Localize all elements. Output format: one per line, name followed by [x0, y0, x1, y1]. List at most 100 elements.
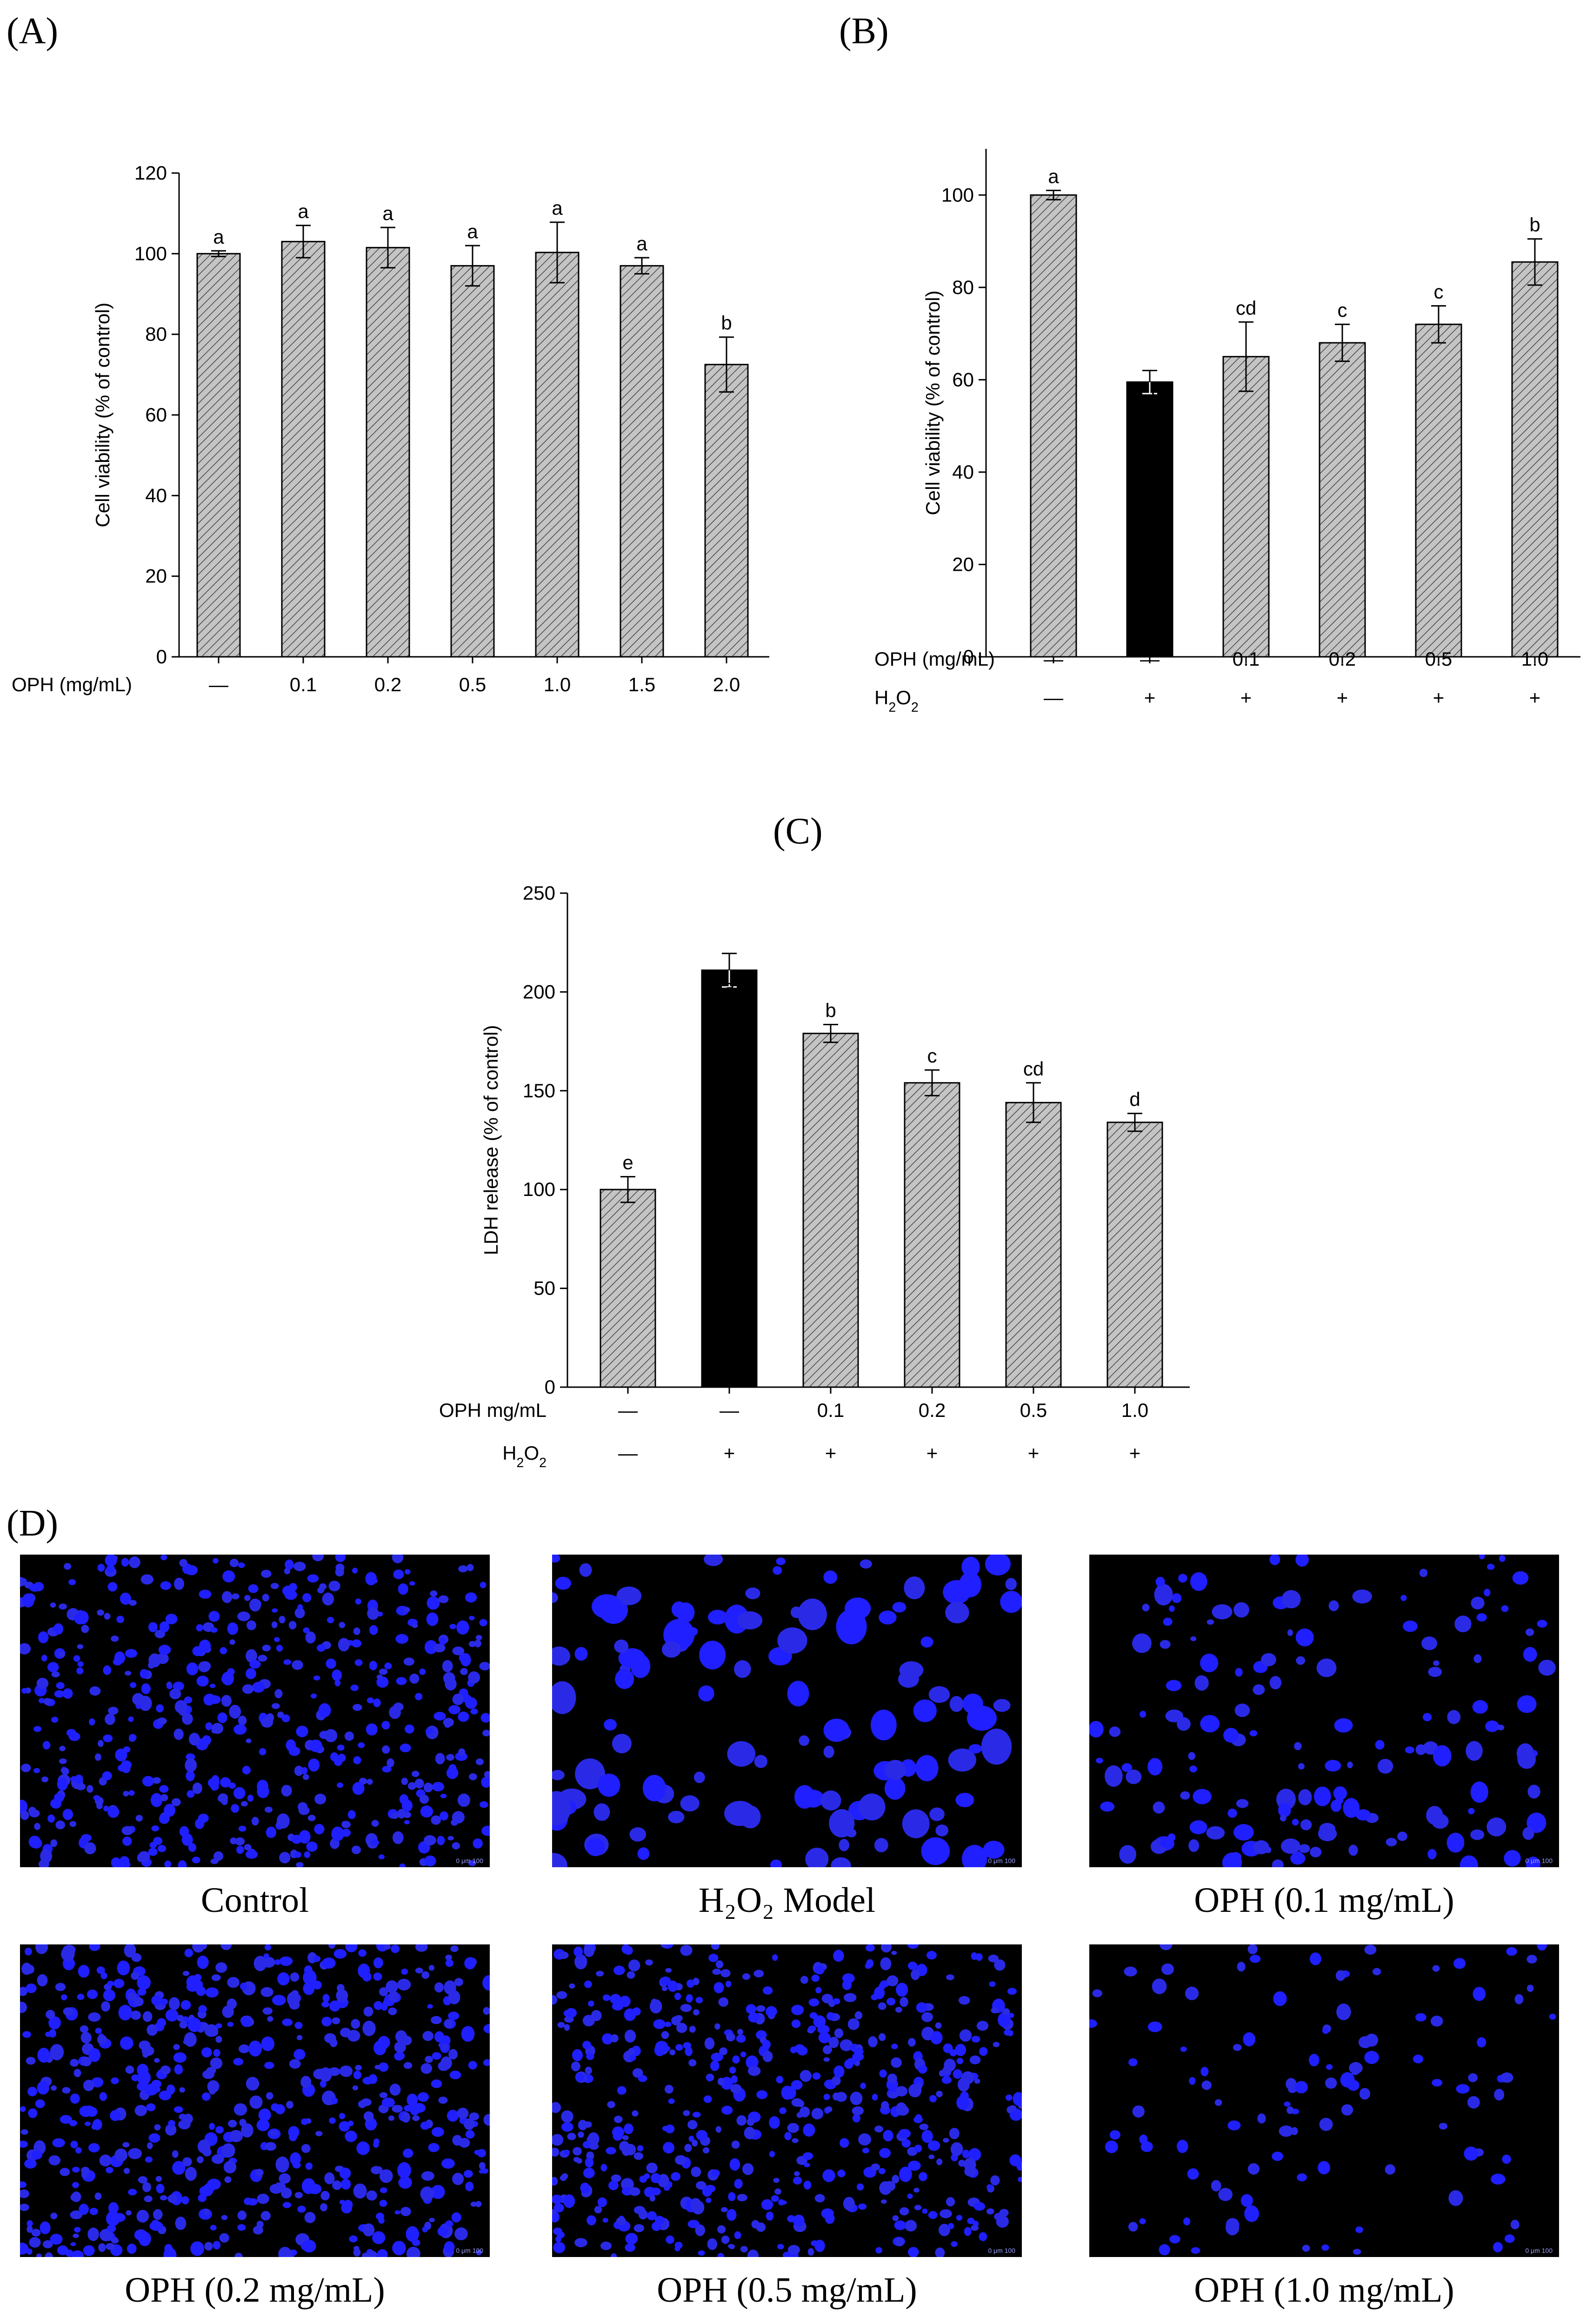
cell-nucleus [639, 2175, 647, 2183]
cell-nucleus [51, 1671, 60, 1677]
cell-nucleus [70, 2140, 78, 2149]
caption-control: Control [200, 1881, 309, 1920]
cell-nucleus [669, 2049, 676, 2056]
cell-nucleus [919, 2172, 927, 2181]
cell-nucleus [552, 2178, 556, 2185]
cell-nucleus [1200, 1715, 1220, 1733]
cell-nucleus [470, 1708, 478, 1715]
cell-nucleus [20, 2243, 29, 2255]
cell-nucleus [384, 1944, 391, 1950]
cell-nucleus [454, 1978, 463, 1986]
cell-nucleus [137, 1853, 145, 1862]
cell-nucleus [207, 2178, 221, 2190]
cell-nucleus [564, 2150, 570, 2156]
cell-nucleus [958, 1996, 970, 2005]
cell-nucleus [979, 2047, 988, 2056]
cell-nucleus [633, 2152, 644, 2160]
cell-nucleus [332, 2180, 342, 2190]
cell-nucleus [776, 2076, 784, 2084]
cell-nucleus [362, 2021, 376, 2037]
cell-nucleus [454, 2227, 468, 2241]
cell-nucleus [260, 2210, 271, 2221]
cell-nucleus [293, 2049, 306, 2060]
cell-nucleus [424, 1640, 438, 1654]
cell-nucleus [300, 2243, 309, 2251]
cell-nucleus [333, 1949, 347, 1959]
cell-nucleus [73, 2069, 81, 2077]
cell-nucleus [799, 2106, 810, 2117]
cell-nucleus [313, 1675, 320, 1681]
cell-nucleus [213, 1558, 219, 1564]
cell-nucleus [563, 2194, 575, 2208]
cell-nucleus [1334, 1718, 1353, 1733]
category-label: 1.0 [1121, 1399, 1148, 1421]
cell-nucleus [1479, 1555, 1485, 1560]
cell-nucleus [413, 2103, 426, 2113]
cell-nucleus [823, 2057, 830, 2062]
cell-nucleus [69, 2120, 77, 2126]
cell-nucleus [857, 2183, 864, 2190]
cell-nucleus [745, 1587, 760, 1599]
cell-nucleus [629, 1827, 647, 1842]
cell-nucleus [72, 2182, 79, 2189]
cell-nucleus [167, 2196, 173, 2201]
cell-nucleus [313, 1980, 322, 1990]
cell-nucleus [627, 1971, 635, 1979]
cell-nucleus [449, 1623, 456, 1629]
cell-nucleus [668, 2098, 675, 2104]
cell-nucleus [141, 1683, 151, 1694]
cell-nucleus [705, 2184, 716, 2193]
cell-nucleus [379, 2200, 387, 2207]
cell-nucleus [633, 2224, 645, 2232]
category-label: 2.0 [713, 674, 740, 695]
cell-nucleus [70, 2193, 78, 2201]
cell-nucleus [294, 1765, 304, 1776]
y-tick-label: 80 [952, 276, 974, 298]
cell-nucleus [89, 1944, 100, 1951]
cell-nucleus [706, 2197, 712, 2203]
caption-oph-0-1: OPH (0.1 mg/mL) [1194, 1881, 1454, 1920]
cell-nucleus [128, 1790, 135, 1796]
cell-nucleus [797, 2100, 805, 2108]
cell-nucleus [1421, 1636, 1438, 1650]
cell-nucleus [993, 1699, 1011, 1712]
cell-nucleus [734, 1660, 751, 1678]
cell-nucleus [960, 2091, 969, 2100]
cell-nucleus [1005, 1578, 1017, 1590]
cell-nucleus [174, 2064, 183, 2075]
cell-nucleus [1183, 2217, 1191, 2225]
cell-nucleus [54, 1690, 65, 1698]
cell-nucleus [777, 1627, 807, 1654]
bar [281, 240, 326, 658]
cell-nucleus [401, 1799, 413, 1812]
cell-nucleus [769, 2150, 775, 2157]
cell-nucleus [367, 1778, 373, 1785]
cell-nucleus [762, 1986, 773, 1995]
cell-nucleus [211, 1974, 221, 1981]
cell-nucleus [1523, 1647, 1537, 1662]
cell-nucleus [1476, 1613, 1487, 1622]
cell-nucleus [335, 1555, 346, 1563]
cell-nucleus [154, 2058, 160, 2063]
cell-nucleus [367, 1607, 379, 1620]
cell-nucleus [948, 2223, 954, 2230]
cell-nucleus [957, 2077, 970, 2092]
cell-field [20, 1555, 490, 1867]
cell-nucleus [973, 2202, 986, 2211]
cell-nucleus [990, 2175, 1000, 2186]
cell-nucleus [149, 2221, 163, 2231]
cell-nucleus [1359, 2088, 1370, 2100]
cell-nucleus [642, 1775, 666, 1802]
cell-nucleus [164, 1803, 176, 1817]
cell-nucleus [58, 1651, 65, 1657]
bar [196, 253, 241, 658]
cell-nucleus [612, 2126, 624, 2138]
cell-nucleus [948, 1748, 976, 1772]
cell-nucleus [441, 2044, 448, 2050]
cell-nucleus [840, 2138, 849, 2148]
cell-nucleus [432, 2127, 444, 2137]
cell-nucleus [582, 2041, 592, 2050]
cell-nucleus [80, 1834, 92, 1842]
cell-nucleus [1330, 1800, 1342, 1812]
cell-nucleus [880, 1957, 892, 1970]
